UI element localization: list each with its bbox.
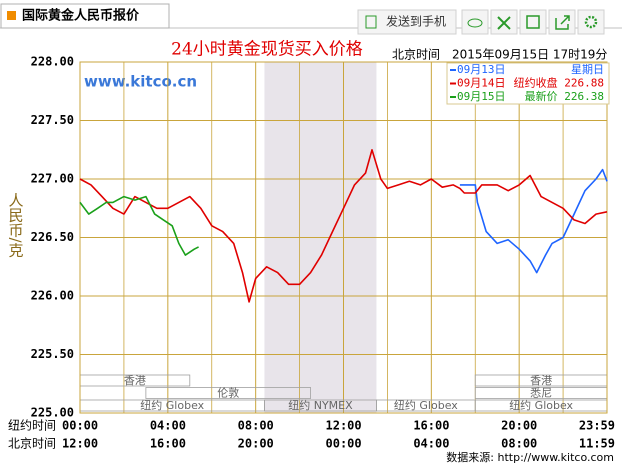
settings-button[interactable] [577, 9, 605, 35]
x-tick-label-beijing: 16:00 [150, 437, 186, 451]
x-tick-label-beijing: 11:59 [579, 437, 615, 451]
y-tick-label: 227.00 [31, 172, 74, 186]
footer: 数据来源: http://www.kitco.com [446, 450, 614, 464]
y-tick-label: 226.50 [31, 230, 74, 244]
settings-icon [584, 15, 598, 29]
save-button[interactable] [519, 9, 547, 35]
x-tick-label: 20:00 [501, 419, 537, 433]
send-label: 发送到手机 [386, 14, 446, 29]
y-tick-label: 225.50 [31, 347, 74, 361]
session-label: 香港 [124, 374, 146, 387]
send-icon [365, 15, 377, 29]
legend-note: 纽约收盘 226.88 [514, 76, 604, 90]
x-tick-label-beijing: 00:00 [326, 437, 362, 451]
tab[interactable] [0, 3, 170, 29]
x-row-label: 纽约时间 [8, 418, 56, 433]
legend-name: 09月15日 [457, 90, 506, 103]
watermark: www.kitco.cn [84, 73, 197, 91]
plot-area: 228.00 227.50 227.00 226.50 226.00 225.50 225.… [31, 55, 615, 451]
x-tick-label-beijing: 04:00 [413, 437, 449, 451]
legend-box [446, 62, 610, 105]
y-axis-label: 人民币/克 [7, 192, 25, 258]
x-tick-label: 08:00 [238, 419, 274, 433]
session-label: 纽约 Globex [394, 398, 458, 412]
y-tick-label: 226.00 [31, 289, 74, 303]
session-label: 悉尼 [530, 387, 552, 400]
x-tick-label-beijing: 20:00 [238, 437, 274, 451]
x-tick-label: 04:00 [150, 419, 186, 433]
cloud-icon [467, 18, 483, 28]
x-tick-label: 23:59 [579, 419, 615, 433]
x-tick-label: 00:00 [62, 419, 98, 433]
y-tick-label: 227.50 [31, 113, 74, 127]
fullscreen-icon [497, 16, 511, 30]
x-tick-label-beijing: 08:00 [501, 437, 537, 451]
session-label: 纽约 NYMEX [288, 398, 353, 412]
cloud-button[interactable] [461, 9, 489, 35]
toolbar: 发送到手机 [357, 9, 605, 35]
tab-icon [7, 11, 16, 20]
session-label: 伦敦 [217, 386, 239, 400]
legend-name: 09月13日 [457, 63, 506, 76]
legend-name: 09月14日 [457, 77, 506, 90]
series-line [459, 168, 608, 274]
session-label: 纽约 Globex [140, 398, 204, 412]
x-tick-label: 12:00 [326, 419, 362, 433]
series-line [79, 195, 199, 256]
save-icon [526, 15, 540, 29]
tab-title: 国际黄金人民币报价 [22, 8, 140, 24]
time-label: 北京时间 [392, 48, 440, 62]
x-row-label: 北京时间 [8, 437, 56, 451]
session-label: 香港 [530, 374, 552, 387]
series-line [79, 149, 608, 303]
legend-note: 星期日 [571, 63, 604, 76]
x-tick-label: 16:00 [413, 419, 449, 433]
plot-border [79, 61, 608, 414]
y-tick-label: 228.00 [31, 55, 74, 69]
share-icon [555, 15, 570, 30]
timestamp: 2015年09月15日 17时19分 [452, 48, 607, 62]
send-button[interactable] [357, 9, 457, 35]
y-tick-label: 225.00 [31, 406, 74, 420]
chart-title: 24小时黄金现货买入价格 [171, 40, 363, 60]
session-bar [145, 387, 311, 399]
x-tick-label-beijing: 12:00 [62, 437, 98, 451]
legend-note: 最新价 226.38 [525, 89, 604, 103]
session-label: 纽约 Globex [509, 398, 573, 412]
